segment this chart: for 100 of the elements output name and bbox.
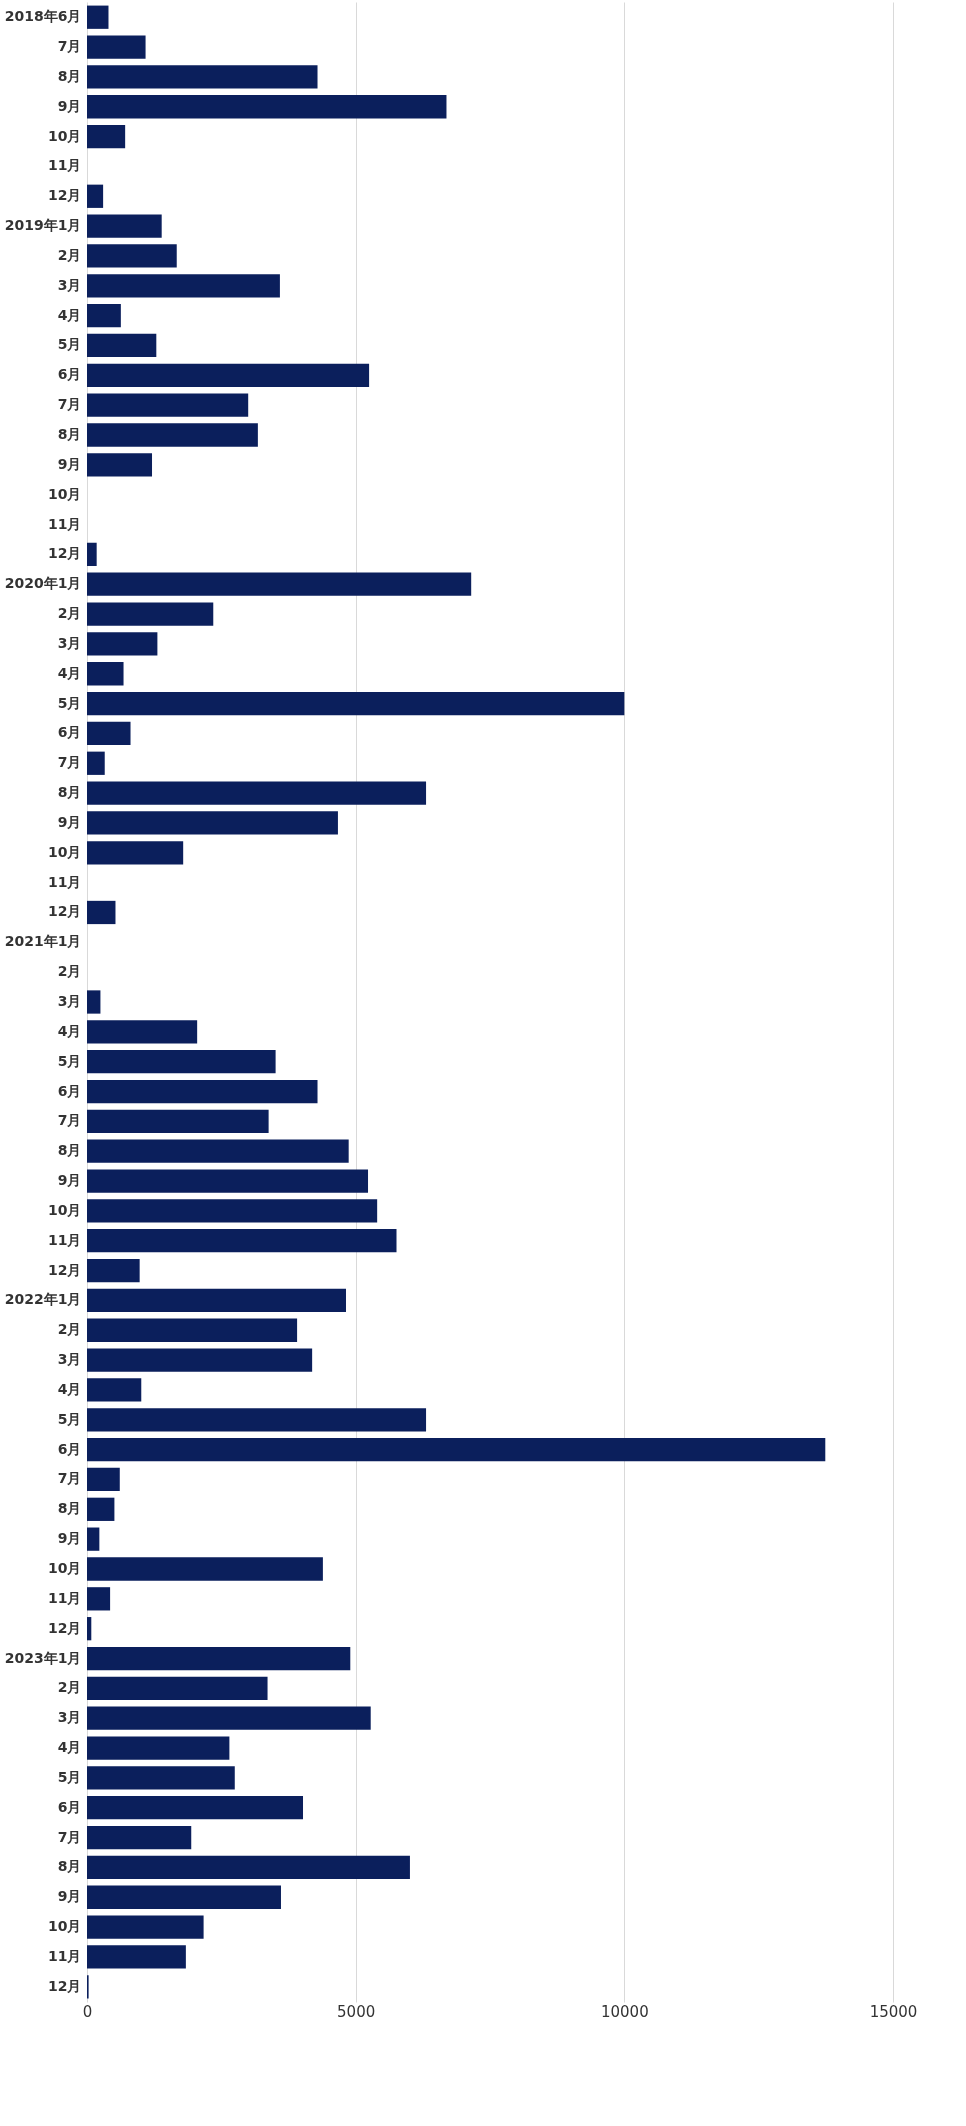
y-tick-label: 12月 [48, 1261, 82, 1278]
bar [87, 124, 126, 149]
bar [87, 214, 162, 238]
bar [87, 1408, 427, 1432]
y-tick-label: 9月 [57, 1172, 82, 1189]
y-tick-label: 12月 [48, 187, 82, 204]
y-tick-label: 12月 [48, 1977, 82, 1994]
y-tick-label: 7月 [57, 754, 82, 771]
y-tick-label: 11月 [48, 157, 82, 174]
y-tick-label: 3月 [57, 1709, 82, 1726]
y-tick-label: 2023年1月 [4, 1649, 82, 1666]
y-tick-label: 9月 [57, 97, 82, 114]
y-tick-label: 9月 [57, 1888, 82, 1905]
bar [87, 1617, 92, 1641]
y-tick-label: 2021年1月 [4, 933, 82, 950]
y-tick-label: 6月 [57, 1082, 82, 1099]
bar [87, 1736, 230, 1760]
bar [87, 662, 124, 686]
bar [87, 632, 158, 656]
y-tick-label: 10月 [48, 1201, 82, 1218]
bar [87, 1139, 349, 1163]
bar [87, 1079, 318, 1104]
x-tick-label: 10000 [600, 2002, 649, 2021]
y-tick-label: 2018年6月 [4, 8, 82, 25]
y-tick-label: 10月 [48, 127, 82, 144]
bar [87, 841, 184, 865]
y-tick-label: 2019年1月 [4, 217, 82, 234]
y-tick-label: 2020年1月 [4, 575, 82, 592]
bar [87, 572, 472, 596]
bar [87, 184, 104, 208]
bar [87, 1378, 142, 1402]
y-tick-label: 2月 [57, 246, 82, 263]
bar [87, 1497, 115, 1521]
bar [87, 1318, 298, 1342]
y-tick-label: 10月 [48, 485, 82, 502]
bar [87, 1646, 351, 1671]
y-tick-label: 12月 [48, 545, 82, 562]
bar [87, 1825, 192, 1850]
bar [87, 423, 258, 447]
y-tick-label: 5月 [57, 1410, 82, 1427]
bar [87, 1706, 371, 1730]
bar [87, 542, 97, 567]
y-tick-label: 5月 [57, 1052, 82, 1069]
bar [87, 1855, 410, 1880]
y-tick-label: 11月 [48, 1231, 82, 1248]
y-tick-label: 10月 [48, 1918, 82, 1935]
bar [87, 781, 427, 805]
y-tick-label: 4月 [57, 1739, 82, 1756]
bar [87, 1437, 826, 1462]
y-tick-label: 7月 [57, 1828, 82, 1845]
y-tick-label: 8月 [57, 426, 82, 443]
bar [87, 1199, 378, 1223]
bar [87, 1527, 100, 1551]
y-tick-label: 8月 [57, 67, 82, 84]
y-tick-label: 9月 [57, 455, 82, 472]
bar [87, 1467, 120, 1492]
y-tick-label: 4月 [57, 1022, 82, 1039]
bar [87, 393, 249, 417]
bar [87, 1557, 323, 1581]
bar [87, 304, 121, 328]
bar [87, 1945, 186, 1969]
y-tick-label: 6月 [57, 1440, 82, 1457]
bar [87, 751, 105, 775]
bar [87, 333, 157, 358]
x-tick-label: 5000 [337, 2002, 376, 2021]
y-tick-label: 7月 [57, 396, 82, 413]
y-tick-label: 3月 [57, 634, 82, 651]
x-tick-label: 15000 [869, 2002, 918, 2021]
y-tick-label: 7月 [57, 1470, 82, 1487]
y-tick-label: 7月 [57, 38, 82, 55]
bar [87, 1796, 304, 1820]
y-tick-label: 5月 [57, 1768, 82, 1785]
y-tick-label: 12月 [48, 903, 82, 920]
bar [87, 1915, 204, 1939]
bar [87, 1258, 140, 1283]
y-tick-label: 11月 [48, 1947, 82, 1964]
bar [87, 1885, 281, 1909]
y-tick-label: 5月 [57, 336, 82, 353]
x-tick-label: 0 [82, 2002, 93, 2021]
y-tick-label: 10月 [48, 1559, 82, 1576]
y-tick-label: 7月 [57, 1112, 82, 1129]
y-tick-label: 11月 [48, 873, 82, 890]
y-tick-label: 9月 [57, 813, 82, 830]
bar [87, 453, 153, 477]
y-tick-label: 3月 [57, 276, 82, 293]
bar [87, 990, 101, 1014]
bar [87, 900, 116, 925]
y-tick-label: 4月 [57, 306, 82, 323]
y-tick-label: 3月 [57, 1351, 82, 1368]
bar [87, 1020, 198, 1044]
bar [87, 602, 214, 626]
bar [87, 1169, 369, 1193]
bar [87, 1229, 397, 1253]
y-tick-label: 9月 [57, 1530, 82, 1547]
y-tick-label: 2月 [57, 605, 82, 622]
y-tick-label: 6月 [57, 1798, 82, 1815]
bar [87, 1109, 269, 1134]
y-tick-label: 6月 [57, 366, 82, 383]
bar [87, 1050, 276, 1074]
y-tick-label: 2月 [57, 963, 82, 980]
